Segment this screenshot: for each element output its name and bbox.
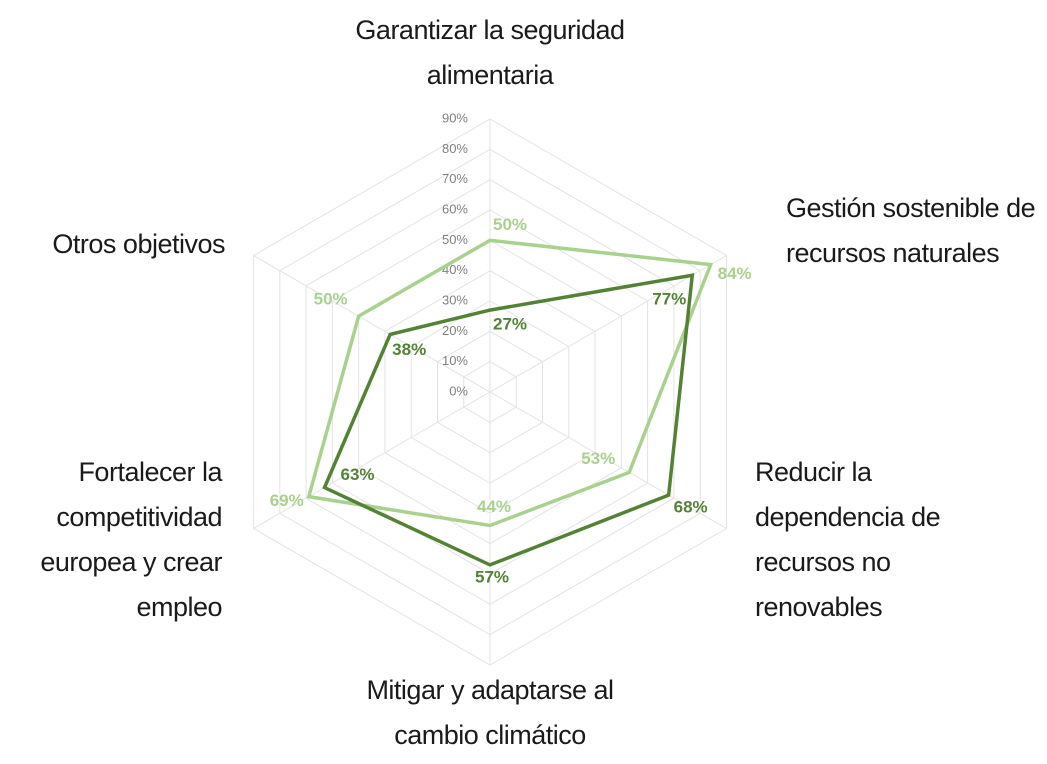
data-label: 44% [477,497,511,516]
data-label: 84% [718,264,752,283]
category-label: Otros objetivos [52,229,225,259]
r-tick-label: 60% [442,201,468,216]
data-label: 63% [340,465,374,484]
data-label: 68% [674,498,708,517]
data-label: 69% [270,491,304,510]
data-label: 57% [475,567,509,586]
spoke [489,391,727,529]
data-label: 50% [314,290,348,309]
series-line [322,273,695,567]
r-tick-label: 90% [442,110,468,125]
series-line [306,238,714,528]
data-label: 50% [493,215,527,234]
spoke [489,255,727,393]
r-tick-label: 70% [442,171,468,186]
spoke [253,255,491,393]
category-label: Garantizar la seguridad alimentaria [355,15,625,90]
r-tick-label: 20% [442,323,468,338]
r-tick-label: 0% [449,383,468,398]
category-label: Reducir la dependencia de recursos no re… [755,457,941,622]
category-label: Fortalecer la competitividad europea y c… [40,457,222,622]
data-label: 27% [493,315,527,334]
r-tick-label: 80% [442,141,468,156]
category-label: Mitigar y adaptarse al cambio climático [366,675,614,750]
r-tick-label: 50% [442,232,468,247]
r-tick-label: 10% [442,353,468,368]
spoke [253,391,491,529]
r-tick-label: 30% [442,292,468,307]
data-label: 77% [652,290,686,309]
data-label: 38% [392,340,426,359]
data-label: 53% [581,449,615,468]
category-label: Gestión sostenible de recursos naturales [786,193,1036,268]
